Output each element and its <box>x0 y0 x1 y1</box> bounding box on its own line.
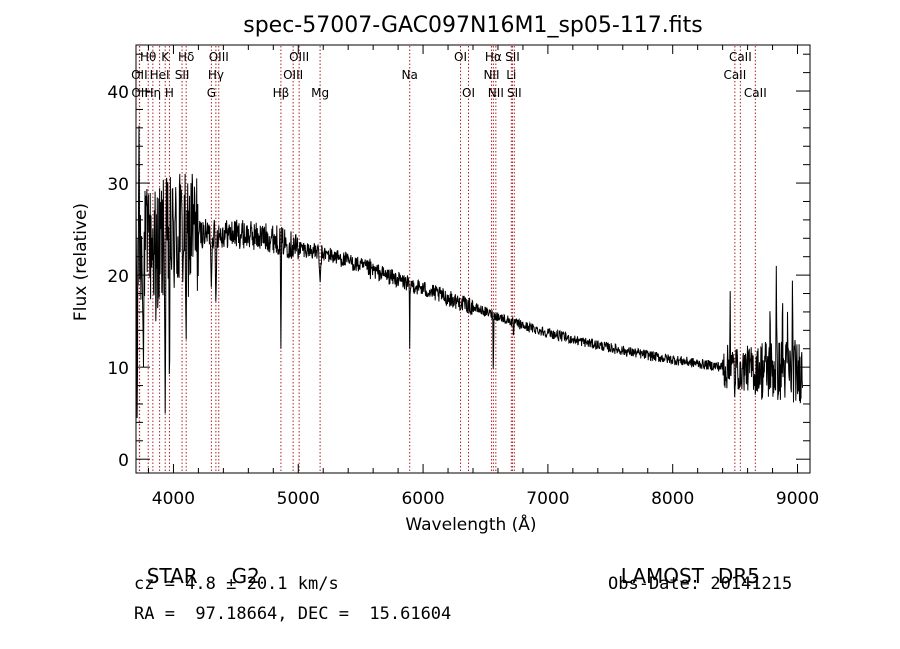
y-axis: 0 10 20 30 40 <box>107 53 810 471</box>
spectral-line-labels: OIIOIIHθHηHeIKHSIIHδGHγOIIIHβOIIIOIIIMgN… <box>131 50 767 100</box>
spectral-line-label: Hδ <box>178 50 194 64</box>
x-tick-label: 9000 <box>776 489 819 509</box>
y-axis-label: Flux (relative) <box>71 203 91 321</box>
y-tick-label: 0 <box>118 451 129 471</box>
spectral-line-markers <box>138 46 756 472</box>
spectral-line-label: Hα <box>485 50 502 64</box>
redshift-text: cz = 4.8 ± 20.1 km/s <box>134 574 339 594</box>
spectral-line-label: Mg <box>311 86 329 100</box>
survey: LAMOST <box>620 564 704 588</box>
spectral-line-label: H <box>165 86 174 100</box>
spectral-line-label: CaII <box>744 86 767 100</box>
spectral-line-label: G <box>207 86 216 100</box>
x-tick-label: 7000 <box>526 489 569 509</box>
survey-name: LAMOST DR5 <box>608 540 760 588</box>
coordinates-text: RA = 97.18664, DEC = 15.61604 <box>134 604 452 624</box>
spectral-line-label: HeI <box>150 68 170 82</box>
obs-date-text: Obs-Date: 20141215 <box>608 574 793 594</box>
x-tick-label: 4000 <box>152 489 195 509</box>
spectral-line-label: OII <box>131 68 148 82</box>
x-axis: 4000 5000 6000 7000 8000 9000 <box>147 45 819 509</box>
x-tick-label: 5000 <box>277 489 320 509</box>
chart-title: spec-57007-GAC097N16M1_sp05-117.fits <box>243 13 703 38</box>
object-type: STAR <box>146 564 198 588</box>
spectral-line-label: SII <box>175 68 190 82</box>
spectral-line-label: OIII <box>289 50 309 64</box>
spectral-line-label: SII <box>505 50 520 64</box>
y-tick-label: 40 <box>107 83 129 103</box>
object-subclass: G2 <box>231 564 260 588</box>
spectral-line-label: NII <box>488 86 504 100</box>
spectral-line-label: Hη <box>145 86 162 100</box>
object-class: STAR G2 <box>134 540 260 588</box>
spectral-line-label: CaII <box>723 68 746 82</box>
x-tick-label: 8000 <box>651 489 694 509</box>
data-release: DR5 <box>717 564 760 588</box>
spectral-line-label: Na <box>402 68 418 82</box>
x-tick-label: 6000 <box>401 489 444 509</box>
spectral-line-label: OI <box>462 86 475 100</box>
spectral-line-label: Hθ <box>140 50 156 64</box>
spectrum-series <box>135 125 803 419</box>
spectral-line-label: SII <box>507 86 522 100</box>
spectral-line-label: OIII <box>209 50 229 64</box>
spectral-line-label: OI <box>454 50 467 64</box>
x-axis-label: Wavelength (Å) <box>405 513 536 535</box>
spectral-line-label: CaII <box>729 50 752 64</box>
spectral-line-label: Hβ <box>273 86 290 100</box>
spectral-line-label: NII <box>483 68 499 82</box>
spectral-line-label: OII <box>131 86 148 100</box>
spectral-line-label: K <box>161 50 170 64</box>
plot-frame <box>135 44 811 474</box>
spectral-line-label: OIII <box>283 68 303 82</box>
y-tick-label: 20 <box>107 267 129 287</box>
y-tick-label: 30 <box>107 175 129 195</box>
flux-line <box>135 125 803 419</box>
spectral-line-label: Hγ <box>208 68 224 82</box>
y-tick-label: 10 <box>107 359 129 379</box>
spectral-line-label: Li <box>506 68 516 82</box>
